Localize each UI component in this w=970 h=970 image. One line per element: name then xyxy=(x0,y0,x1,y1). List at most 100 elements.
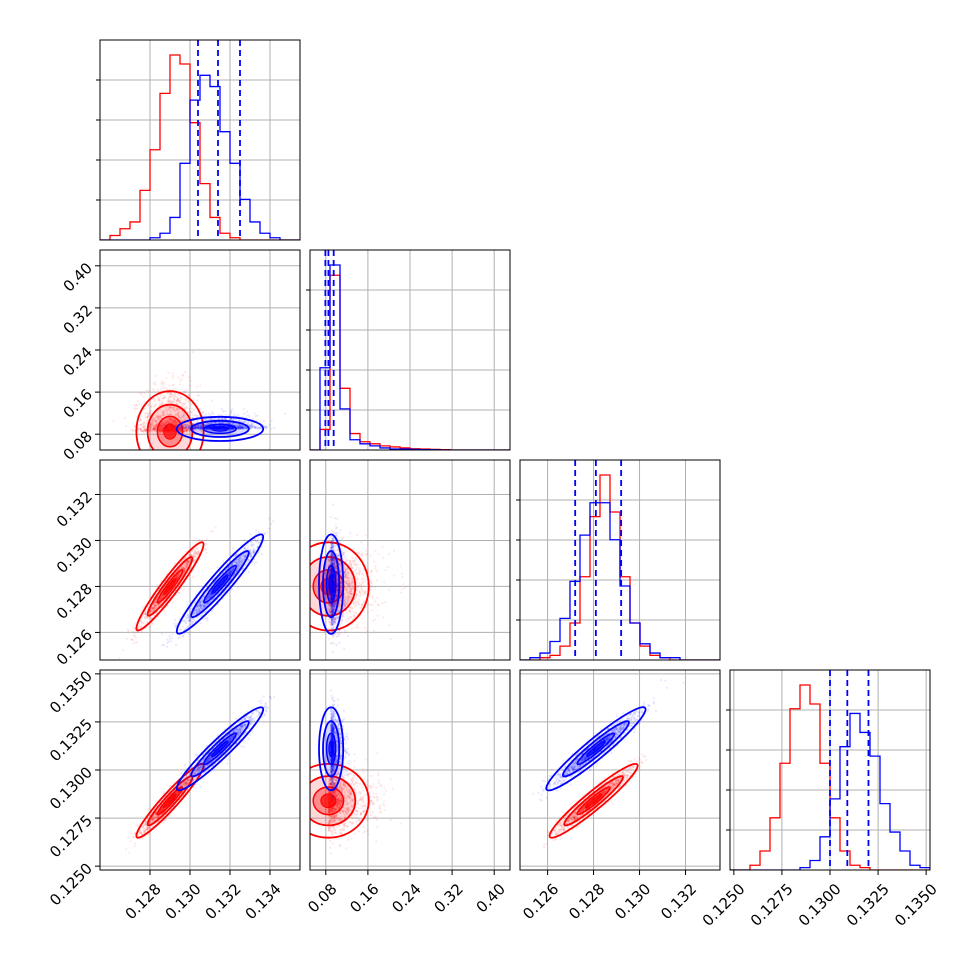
scatter-point-1-0-s0 xyxy=(130,428,133,431)
scatter-point-1-0-s0 xyxy=(155,426,158,429)
scatter-point-1-0-s0 xyxy=(175,424,178,427)
scatter-point-1-0-s0 xyxy=(188,426,191,429)
scatter-point-2-0-s0 xyxy=(210,530,213,533)
scatter-point-1-0-s1 xyxy=(231,427,234,430)
scatter-point-1-0-s0 xyxy=(177,417,180,420)
scatter-point-1-0-s1 xyxy=(202,423,205,426)
scatter-point-1-0-s0 xyxy=(150,399,153,402)
scatter-point-1-0-s1 xyxy=(222,421,225,424)
scatter-point-1-0-s0 xyxy=(170,417,173,420)
scatter-point-1-0-s0 xyxy=(177,427,181,430)
scatter-point-2-0-s0 xyxy=(176,575,179,578)
scatter-point-1-0-s0 xyxy=(185,429,188,432)
scatter-point-2-0-s0 xyxy=(186,560,189,563)
scatter-point-1-0-s1 xyxy=(240,420,243,423)
scatter-point-1-0-s1 xyxy=(230,427,233,430)
scatter-point-2-0-s0 xyxy=(147,616,150,619)
scatter-point-1-0-s0 xyxy=(153,425,156,428)
scatter-point-1-0-s1 xyxy=(241,427,244,430)
scatter-point-1-0-s1 xyxy=(210,426,213,429)
scatter-point-1-0-s1 xyxy=(207,427,210,430)
scatter-point-1-0-s1 xyxy=(196,426,199,429)
scatter-point-1-0-s0 xyxy=(173,418,176,421)
scatter-point-1-0-s0 xyxy=(182,418,185,421)
scatter-point-1-0-s0 xyxy=(171,421,175,424)
scatter-point-1-0-s0 xyxy=(177,411,180,414)
scatter-point-1-0-s0 xyxy=(183,391,186,394)
scatter-point-1-0-s1 xyxy=(206,427,209,430)
scatter-point-1-0-s0 xyxy=(159,425,162,428)
scatter-point-1-0-s0 xyxy=(174,419,177,422)
scatter-point-1-0-s0 xyxy=(171,406,174,409)
scatter-point-1-0-s0 xyxy=(168,396,172,399)
scatter-point-1-0-s1 xyxy=(229,426,232,429)
scatter-point-1-0-s0 xyxy=(185,397,188,400)
scatter-point-1-0-s1 xyxy=(211,411,214,414)
scatter-point-2-0-s0 xyxy=(143,616,147,619)
scatter-point-2-0-s0 xyxy=(122,649,125,652)
panel-3-3 xyxy=(726,669,931,871)
scatter-point-1-0-s0 xyxy=(177,408,180,411)
scatter-point-2-0-s0 xyxy=(154,601,157,605)
scatter-point-1-0-s0 xyxy=(172,408,176,411)
scatter-point-1-0-s0 xyxy=(160,425,163,428)
scatter-point-1-0-s1 xyxy=(210,422,213,425)
scatter-point-1-0-s1 xyxy=(253,426,256,429)
scatter-point-1-0-s1 xyxy=(204,413,207,416)
scatter-point-1-0-s0 xyxy=(165,420,168,423)
scatter-point-1-0-s0 xyxy=(161,425,164,428)
scatter-point-1-0-s0 xyxy=(146,416,149,419)
scatter-point-1-0-s1 xyxy=(250,425,253,428)
scatter-point-1-0-s1 xyxy=(207,422,210,425)
scatter-point-1-0-s1 xyxy=(228,426,232,429)
scatter-point-1-0-s1 xyxy=(193,426,196,429)
scatter-point-1-0-s1 xyxy=(198,427,201,430)
scatter-point-1-0-s0 xyxy=(143,428,146,431)
scatter-point-1-0-s0 xyxy=(171,420,174,423)
scatter-point-1-0-s1 xyxy=(198,427,201,430)
scatter-point-1-0-s1 xyxy=(256,427,259,430)
scatter-point-1-0-s0 xyxy=(159,425,162,428)
scatter-point-1-0-s0 xyxy=(150,421,153,424)
scatter-point-2-0-s0 xyxy=(187,560,190,563)
scatter-point-1-0-s0 xyxy=(149,423,152,426)
scatter-point-1-0-s0 xyxy=(165,407,168,410)
scatter-point-1-0-s0 xyxy=(169,417,172,420)
scatter-point-1-0-s0 xyxy=(158,400,161,403)
scatter-point-1-0-s1 xyxy=(238,427,241,430)
scatter-point-1-0-s1 xyxy=(254,425,257,428)
scatter-point-1-0-s1 xyxy=(209,427,212,430)
scatter-point-2-0-s0 xyxy=(183,557,186,560)
scatter-point-1-0-s0 xyxy=(174,418,177,422)
scatter-point-1-0-s0 xyxy=(171,417,174,420)
scatter-point-2-0-s0 xyxy=(158,597,162,600)
scatter-point-2-0-s0 xyxy=(175,575,178,578)
scatter-point-1-0-s1 xyxy=(230,427,233,430)
scatter-point-1-0-s1 xyxy=(165,427,168,430)
scatter-point-1-0-s0 xyxy=(185,430,188,433)
scatter-point-1-0-s1 xyxy=(208,426,211,430)
scatter-point-1-0-s1 xyxy=(270,419,273,422)
scatter-point-1-0-s0 xyxy=(157,417,160,421)
scatter-point-1-0-s1 xyxy=(187,426,191,429)
scatter-point-2-0-s0 xyxy=(187,560,190,563)
scatter-point-1-0-s0 xyxy=(125,424,128,428)
scatter-point-1-0-s1 xyxy=(220,421,223,424)
scatter-point-1-0-s1 xyxy=(244,427,247,430)
scatter-point-1-0-s0 xyxy=(138,427,142,430)
scatter-point-1-0-s1 xyxy=(241,425,244,429)
scatter-point-1-0-s0 xyxy=(177,412,180,415)
scatter-point-1-0-s0 xyxy=(161,411,164,414)
scatter-point-1-0-s0 xyxy=(186,428,189,431)
scatter-point-1-0-s1 xyxy=(195,425,198,428)
scatter-point-1-0-s1 xyxy=(238,423,241,426)
scatter-point-1-0-s1 xyxy=(255,426,258,429)
scatter-point-1-0-s1 xyxy=(209,426,212,429)
scatter-point-1-0-s0 xyxy=(173,420,176,423)
scatter-point-1-0-s0 xyxy=(184,405,187,408)
scatter-point-1-0-s1 xyxy=(196,425,199,428)
scatter-point-1-0-s1 xyxy=(207,426,210,429)
scatter-point-1-0-s0 xyxy=(149,400,152,403)
scatter-point-1-0-s1 xyxy=(204,427,208,430)
scatter-point-2-0-s0 xyxy=(132,642,135,645)
